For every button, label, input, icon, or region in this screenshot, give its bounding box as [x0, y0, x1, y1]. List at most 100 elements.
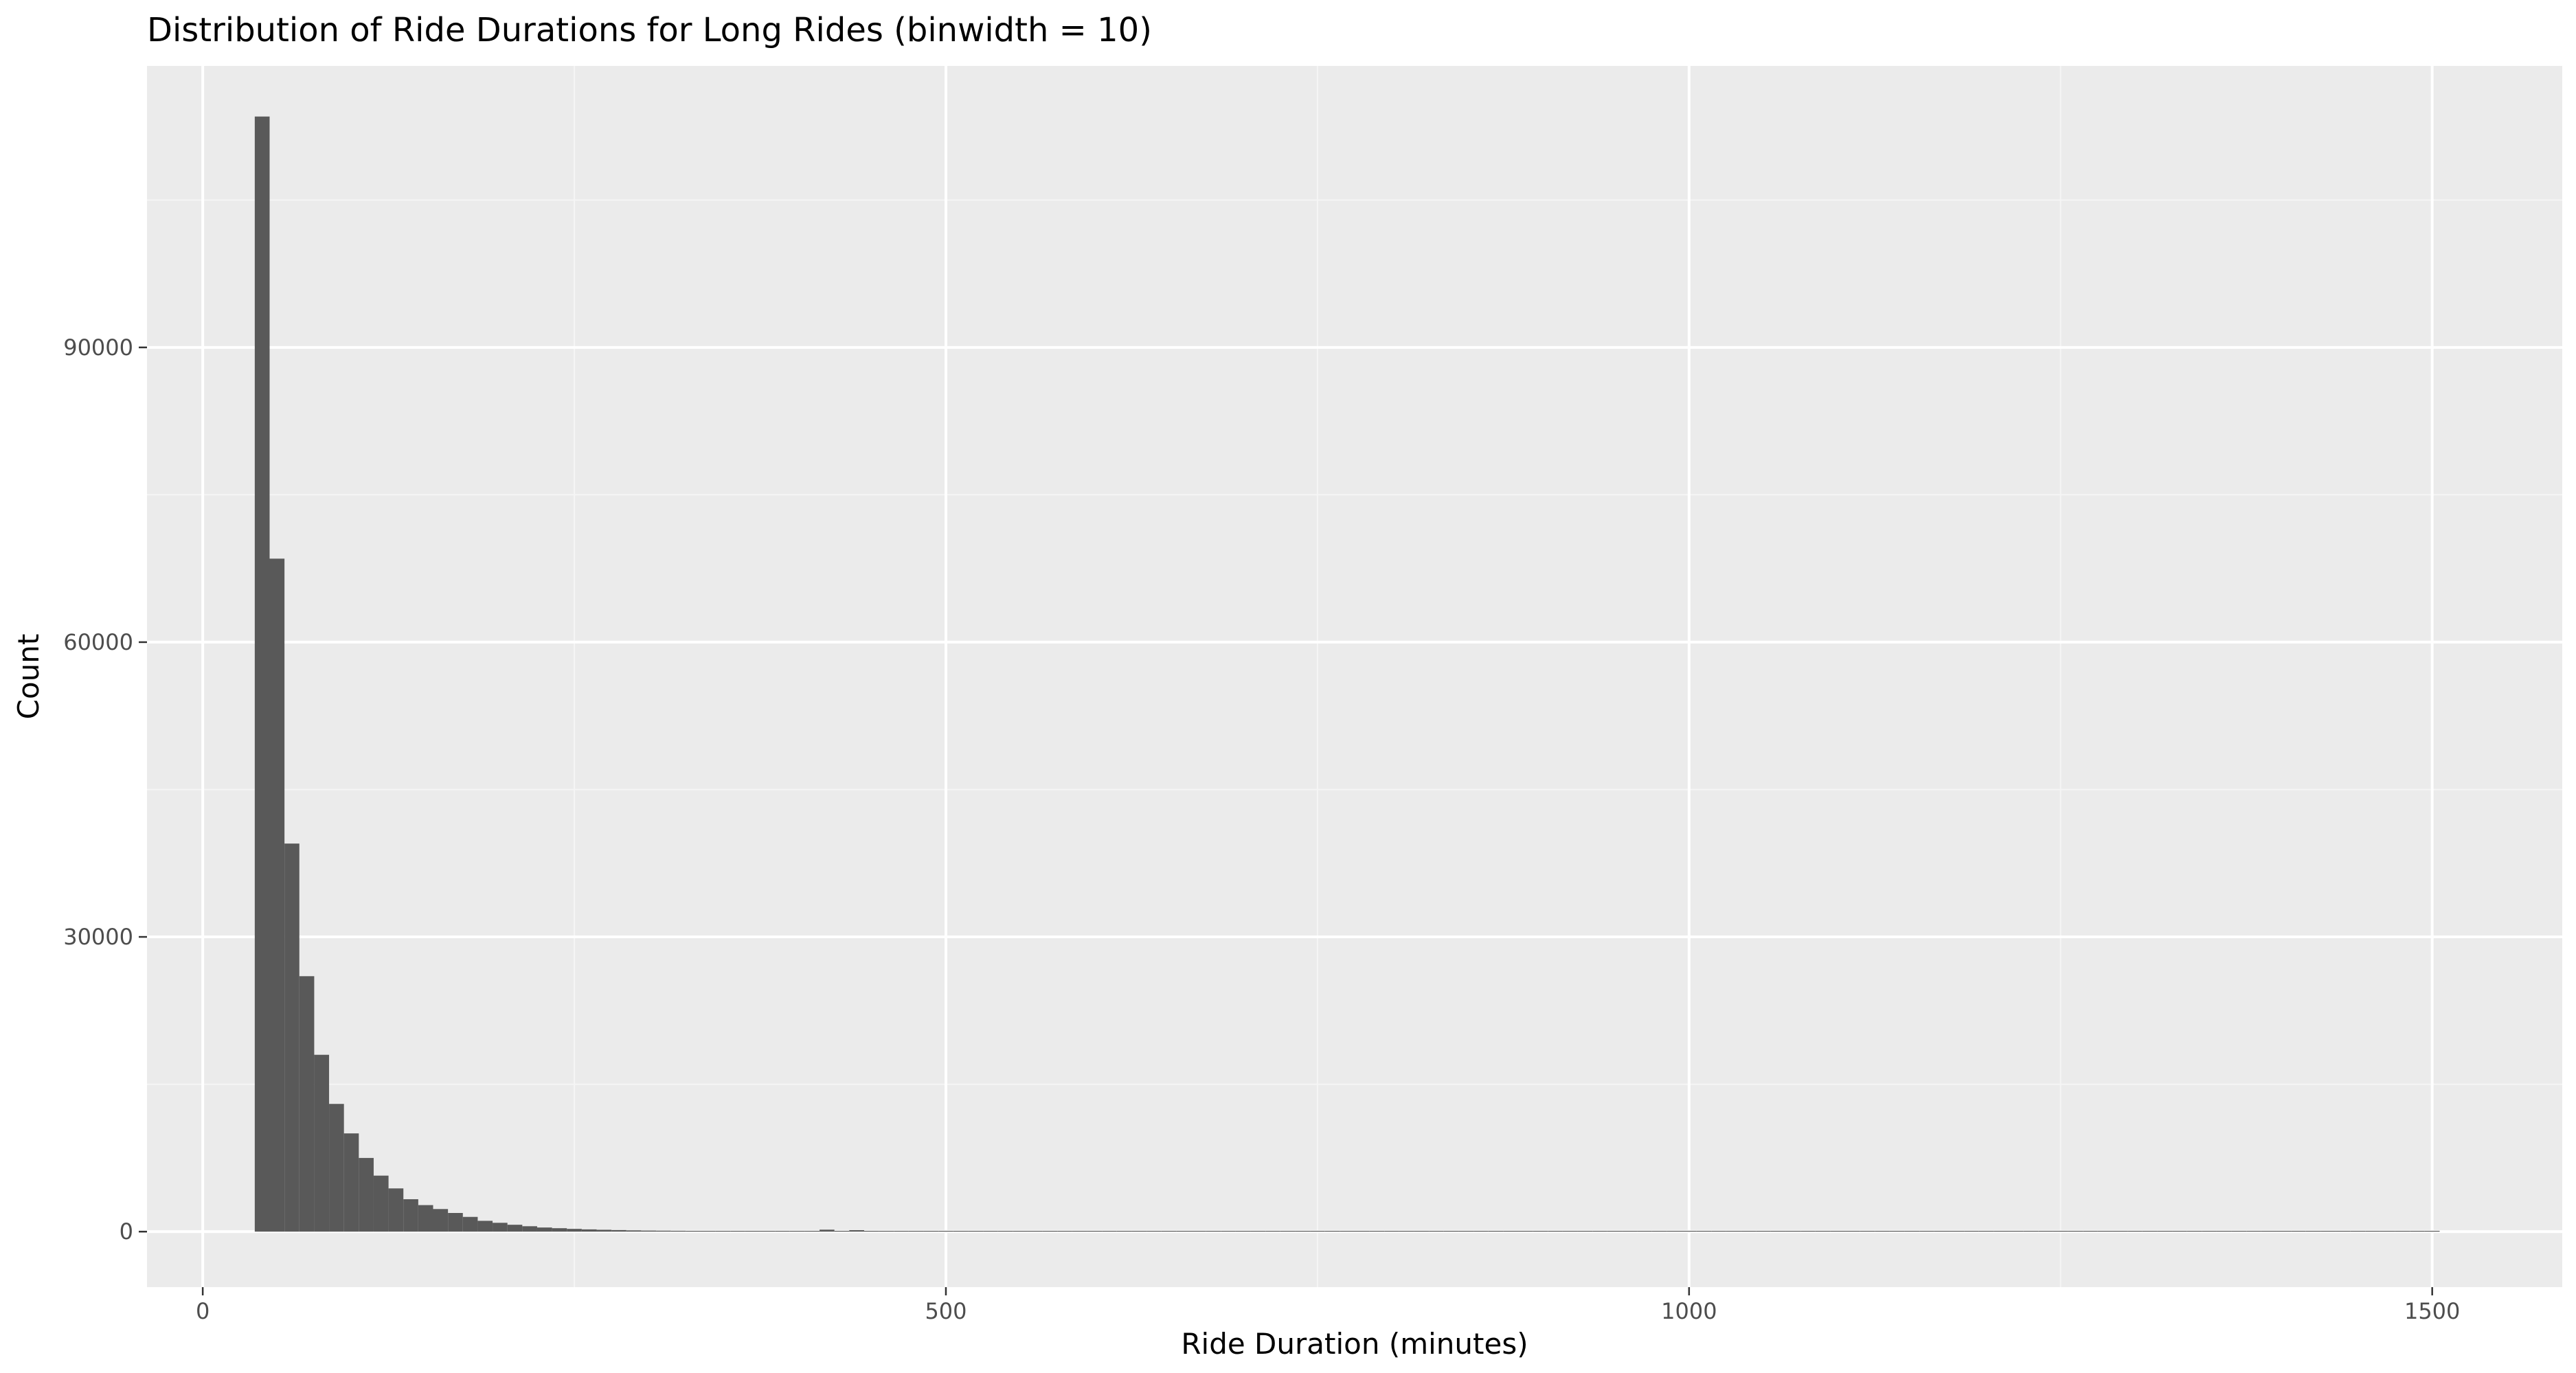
histogram-bar	[2410, 1230, 2425, 1232]
histogram-bar	[1800, 1230, 1816, 1232]
histogram-bar	[507, 1225, 523, 1232]
chart-title: Distribution of Ride Durations for Long …	[147, 11, 1152, 49]
histogram-bar	[1355, 1230, 1370, 1232]
histogram-bar	[641, 1230, 657, 1232]
histogram-bar	[1993, 1230, 2009, 1232]
histogram-bar	[656, 1230, 671, 1232]
histogram-bar	[863, 1230, 879, 1232]
histogram-bar	[2246, 1230, 2261, 1232]
histogram-bar	[1280, 1230, 1296, 1232]
histogram-bar	[581, 1229, 597, 1232]
histogram-bar	[894, 1230, 909, 1232]
histogram-bar	[1667, 1230, 1682, 1232]
y-tick-label: 90000	[63, 334, 133, 361]
histogram-bar	[1533, 1230, 1548, 1232]
x-tick-label: 0	[196, 1298, 210, 1324]
histogram-bar	[284, 843, 300, 1232]
histogram-bar	[2380, 1230, 2395, 1232]
histogram-bar	[314, 1054, 330, 1232]
histogram-bar	[1414, 1230, 1430, 1232]
histogram-bar	[1741, 1230, 1756, 1232]
x-axis-tick-labels: 0 500 1000 1500	[196, 1298, 2460, 1324]
histogram-bar	[1042, 1230, 1058, 1232]
histogram-bar	[1904, 1230, 1920, 1232]
histogram-bar	[388, 1188, 404, 1232]
histogram-bar	[567, 1229, 582, 1232]
histogram-bar	[1682, 1230, 1697, 1232]
histogram-bar	[2023, 1230, 2039, 1232]
histogram-bar	[493, 1223, 508, 1232]
histogram-bar	[730, 1230, 745, 1232]
histogram-bar	[953, 1230, 969, 1232]
histogram-bar	[1503, 1230, 1519, 1232]
histogram-bar	[1607, 1230, 1623, 1232]
histogram-bar	[2261, 1230, 2276, 1232]
histogram-bar	[448, 1213, 463, 1232]
x-tick-label: 500	[925, 1298, 967, 1324]
histogram-bar	[1324, 1230, 1340, 1232]
histogram-bar	[2142, 1230, 2158, 1232]
histogram-bar	[1027, 1230, 1043, 1232]
histogram-bar	[462, 1216, 478, 1232]
histogram-bar	[2053, 1230, 2068, 1232]
histogram-bar	[254, 116, 270, 1232]
histogram-bar	[1845, 1230, 1860, 1232]
histogram-bar	[1429, 1230, 1444, 1232]
histogram-bar	[2097, 1230, 2113, 1232]
histogram-bar	[700, 1230, 716, 1232]
histogram-bar	[849, 1230, 864, 1232]
histogram-bar	[1562, 1230, 1578, 1232]
histogram-bar	[1057, 1230, 1072, 1232]
histogram-bar	[1919, 1230, 1934, 1232]
histogram-bar	[373, 1175, 389, 1232]
histogram-bar	[2202, 1230, 2217, 1232]
histogram-bar	[775, 1230, 790, 1232]
histogram-bar	[1116, 1230, 1132, 1232]
y-axis-ticks	[139, 346, 147, 1233]
histogram-bar	[1399, 1230, 1414, 1232]
histogram-bar	[1443, 1230, 1459, 1232]
x-axis-ticks	[201, 1287, 2433, 1295]
histogram-bar	[834, 1230, 850, 1232]
histogram-bar	[1072, 1230, 1087, 1232]
histogram-bar	[1815, 1230, 1831, 1232]
histogram-bar	[968, 1230, 984, 1232]
histogram-bar	[1473, 1230, 1489, 1232]
histogram-bar	[879, 1230, 894, 1232]
histogram-bar	[299, 976, 315, 1232]
histogram-bar	[2187, 1230, 2202, 1232]
histogram-bar	[923, 1230, 939, 1232]
histogram-bar	[760, 1230, 776, 1232]
histogram-bar	[2083, 1230, 2098, 1232]
histogram-bar	[997, 1230, 1013, 1232]
histogram-bar	[1726, 1230, 1741, 1232]
histogram-bar	[2068, 1230, 2083, 1232]
y-axis-tick-labels: 0 30000 60000 90000	[63, 334, 133, 1245]
y-axis-title: Count	[12, 634, 45, 720]
histogram-bar	[1206, 1230, 1221, 1232]
histogram-bar	[1458, 1230, 1474, 1232]
histogram-bar	[1235, 1230, 1251, 1232]
y-tick-label: 60000	[63, 629, 133, 655]
histogram-bar	[1949, 1230, 1965, 1232]
histogram-bar	[908, 1230, 924, 1232]
histogram-bar	[745, 1230, 760, 1232]
histogram-bar	[2038, 1230, 2053, 1232]
histogram-bar	[477, 1221, 493, 1232]
histogram-bar	[1518, 1230, 1533, 1232]
histogram-bar	[1087, 1230, 1103, 1232]
histogram-bar	[2112, 1230, 2128, 1232]
histogram-bar	[983, 1230, 998, 1232]
histogram-bar	[596, 1229, 612, 1232]
histogram-bar	[686, 1230, 701, 1232]
histogram-bar	[715, 1230, 731, 1232]
histogram-bar	[418, 1205, 433, 1232]
histogram-bar	[1785, 1230, 1801, 1232]
histogram-bar	[1250, 1230, 1266, 1232]
histogram-bar	[2009, 1230, 2024, 1232]
histogram-bar	[1131, 1230, 1147, 1232]
histogram-bar	[2157, 1230, 2173, 1232]
histogram-bar	[329, 1104, 344, 1232]
histogram-bar	[804, 1230, 820, 1232]
